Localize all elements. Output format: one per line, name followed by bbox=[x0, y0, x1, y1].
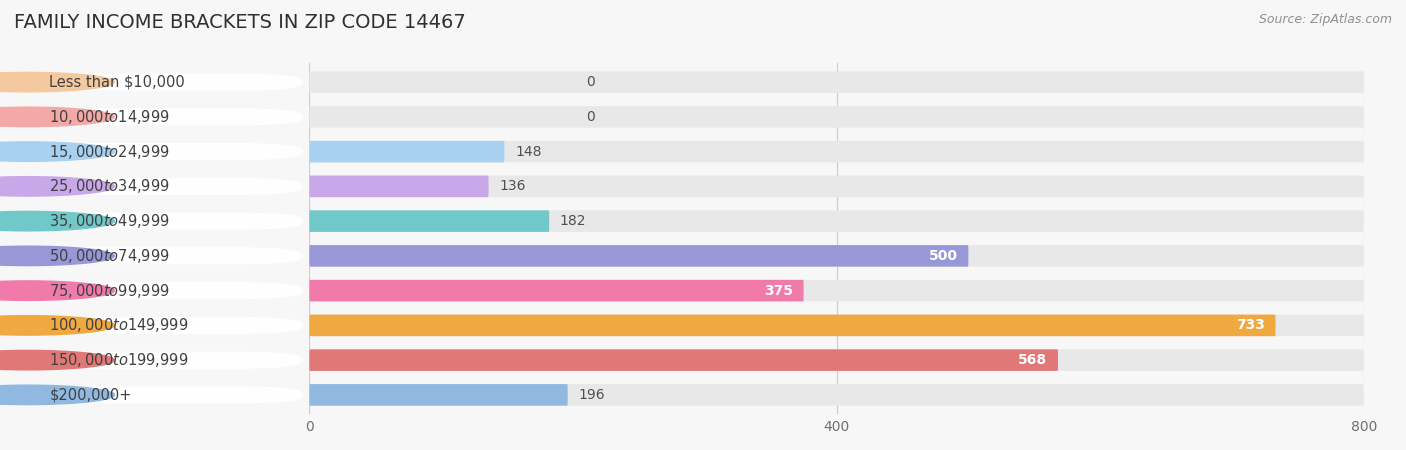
Circle shape bbox=[0, 281, 114, 300]
FancyBboxPatch shape bbox=[309, 315, 1275, 336]
FancyBboxPatch shape bbox=[309, 384, 1364, 405]
FancyBboxPatch shape bbox=[309, 176, 1364, 197]
Text: 500: 500 bbox=[929, 249, 957, 263]
FancyBboxPatch shape bbox=[309, 245, 969, 267]
Circle shape bbox=[0, 72, 114, 92]
Text: $50,000 to $74,999: $50,000 to $74,999 bbox=[49, 247, 170, 265]
FancyBboxPatch shape bbox=[6, 108, 304, 126]
Text: 568: 568 bbox=[1018, 353, 1047, 367]
Text: 136: 136 bbox=[499, 180, 526, 194]
FancyBboxPatch shape bbox=[309, 245, 1364, 267]
Circle shape bbox=[0, 177, 114, 196]
Text: 0: 0 bbox=[586, 110, 595, 124]
Circle shape bbox=[0, 142, 114, 162]
FancyBboxPatch shape bbox=[6, 247, 304, 265]
FancyBboxPatch shape bbox=[6, 178, 304, 195]
FancyBboxPatch shape bbox=[6, 73, 304, 91]
Circle shape bbox=[0, 246, 114, 266]
Text: $25,000 to $34,999: $25,000 to $34,999 bbox=[49, 177, 170, 195]
FancyBboxPatch shape bbox=[6, 212, 304, 230]
FancyBboxPatch shape bbox=[6, 351, 304, 369]
FancyBboxPatch shape bbox=[309, 176, 489, 197]
Text: $35,000 to $49,999: $35,000 to $49,999 bbox=[49, 212, 170, 230]
Text: $150,000 to $199,999: $150,000 to $199,999 bbox=[49, 351, 188, 369]
FancyBboxPatch shape bbox=[309, 280, 1364, 302]
Text: 375: 375 bbox=[763, 284, 793, 297]
FancyBboxPatch shape bbox=[309, 349, 1059, 371]
FancyBboxPatch shape bbox=[6, 386, 304, 404]
Circle shape bbox=[0, 385, 114, 405]
Circle shape bbox=[0, 315, 114, 335]
FancyBboxPatch shape bbox=[309, 72, 1364, 93]
Text: 0: 0 bbox=[586, 75, 595, 89]
FancyBboxPatch shape bbox=[309, 384, 568, 405]
Text: $75,000 to $99,999: $75,000 to $99,999 bbox=[49, 282, 170, 300]
FancyBboxPatch shape bbox=[309, 141, 505, 162]
FancyBboxPatch shape bbox=[309, 315, 1364, 336]
Text: 733: 733 bbox=[1236, 319, 1265, 333]
Text: 148: 148 bbox=[515, 144, 541, 158]
FancyBboxPatch shape bbox=[309, 349, 1364, 371]
FancyBboxPatch shape bbox=[309, 106, 1364, 128]
FancyBboxPatch shape bbox=[309, 141, 1364, 162]
Circle shape bbox=[0, 212, 114, 231]
Text: $100,000 to $149,999: $100,000 to $149,999 bbox=[49, 316, 188, 334]
Text: Less than $10,000: Less than $10,000 bbox=[49, 75, 186, 90]
Text: FAMILY INCOME BRACKETS IN ZIP CODE 14467: FAMILY INCOME BRACKETS IN ZIP CODE 14467 bbox=[14, 14, 465, 32]
Text: $15,000 to $24,999: $15,000 to $24,999 bbox=[49, 143, 170, 161]
FancyBboxPatch shape bbox=[309, 210, 1364, 232]
Circle shape bbox=[0, 107, 114, 126]
Text: $200,000+: $200,000+ bbox=[49, 387, 132, 402]
Circle shape bbox=[0, 351, 114, 370]
Text: $10,000 to $14,999: $10,000 to $14,999 bbox=[49, 108, 170, 126]
FancyBboxPatch shape bbox=[309, 280, 804, 302]
FancyBboxPatch shape bbox=[309, 210, 550, 232]
FancyBboxPatch shape bbox=[6, 143, 304, 160]
FancyBboxPatch shape bbox=[6, 282, 304, 299]
Text: 196: 196 bbox=[578, 388, 605, 402]
Text: 182: 182 bbox=[560, 214, 586, 228]
Text: Source: ZipAtlas.com: Source: ZipAtlas.com bbox=[1258, 14, 1392, 27]
FancyBboxPatch shape bbox=[6, 317, 304, 334]
